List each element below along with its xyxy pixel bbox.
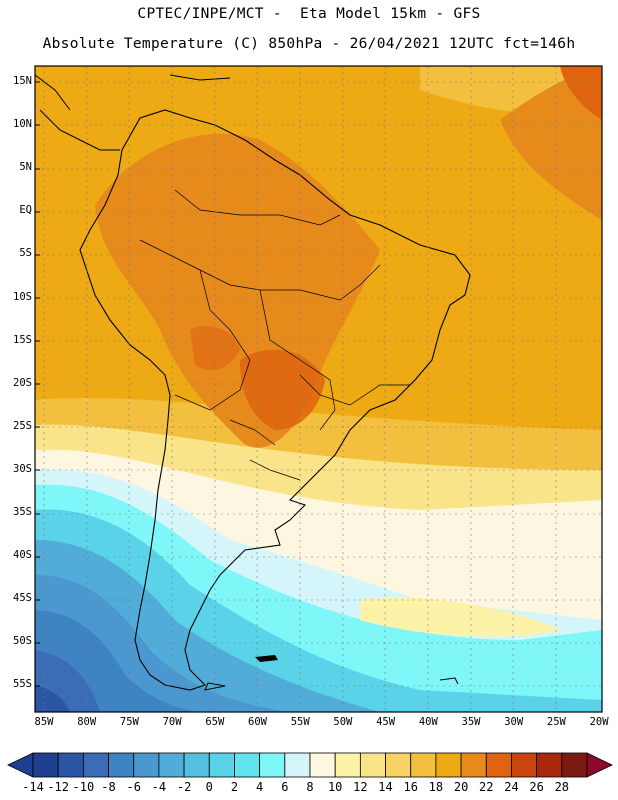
colorbar-swatch [284, 752, 311, 778]
colorbar-label: 24 [504, 780, 519, 794]
lon-label: 30W [504, 716, 524, 728]
colorbar-swatch [32, 752, 59, 778]
colorbar-swatch [536, 752, 563, 778]
lat-label: 10N [13, 118, 32, 131]
lat-label: 10S [13, 290, 32, 303]
colorbar-label: -4 [151, 780, 167, 794]
lat-label: 35S [13, 506, 32, 518]
lon-label: 65W [205, 716, 225, 728]
colorbar-swatch [511, 752, 538, 778]
lat-label: 30S [13, 462, 32, 475]
colorbar-label: 22 [479, 780, 494, 794]
colorbar-swatch [334, 752, 361, 778]
colorbar-label: 12 [353, 780, 368, 794]
lat-label: 5N [19, 161, 32, 174]
lon-label: 85W [34, 716, 54, 728]
colorbar-swatch [485, 752, 512, 778]
colorbar-label: 20 [453, 780, 469, 794]
colorbar-label: 2 [230, 780, 239, 794]
colorbar-label: -12 [47, 780, 70, 794]
colorbar-right-arrow [586, 752, 613, 778]
colorbar-swatch [359, 752, 386, 778]
lon-label: 70W [162, 716, 182, 728]
lat-label: 40S [13, 549, 32, 562]
colorbar-label: 4 [256, 780, 264, 794]
colorbar-swatch [82, 752, 109, 778]
colorbar-label: 14 [378, 780, 393, 794]
lat-label: 45S [13, 592, 32, 605]
lon-label: 35W [461, 716, 481, 728]
map-title-line1: CPTEC/INPE/MCT - Eta Model 15km - GFS [137, 6, 481, 22]
colorbar-label: 8 [306, 780, 314, 794]
map-title-line2: Absolute Temperature (C) 850hPa - 26/04/… [42, 36, 576, 52]
lon-label: 45W [376, 716, 396, 728]
lon-label: 60W [248, 716, 267, 728]
lon-label: 40W [418, 716, 438, 728]
colorbar-swatch [460, 752, 487, 778]
colorbar-label: -8 [101, 780, 116, 794]
colorbar-swatch [385, 752, 412, 778]
colorbar-label: 18 [428, 780, 444, 794]
colorbar-swatch [133, 752, 160, 778]
colorbar-label: 6 [281, 780, 289, 794]
colorbar-swatch [259, 752, 286, 778]
colorbar-label: -6 [126, 780, 141, 794]
lon-label: 75W [119, 716, 139, 728]
lat-label: 55S [13, 678, 32, 691]
lat-label: 50S [13, 635, 32, 648]
colorbar-swatch [309, 752, 336, 778]
colorbar-label: -14 [22, 780, 44, 794]
colorbar-swatch [183, 752, 210, 778]
colorbar-swatch [234, 752, 261, 778]
colorbar-label: 10 [327, 780, 343, 794]
lat-label: 20S [13, 376, 32, 389]
lat-label: 15N [13, 75, 32, 87]
colorbar-swatch [57, 752, 84, 778]
lon-label: 80W [77, 716, 97, 728]
colorbar-label: -10 [72, 780, 95, 794]
colorbar-label: 0 [205, 780, 213, 794]
colorbar-label: 28 [554, 780, 570, 794]
colorbar-label: 26 [529, 780, 544, 794]
colorbar-swatch [208, 752, 235, 778]
lon-label: 20W [589, 716, 609, 728]
colorbar-label: -2 [176, 780, 192, 794]
colorbar-swatch [561, 752, 588, 778]
colorbar-swatch [158, 752, 185, 778]
colorbar-swatch [108, 752, 135, 778]
lat-label: EQ [19, 204, 32, 217]
lat-label: 15S [13, 333, 32, 346]
colorbar-label: 16 [403, 780, 418, 794]
lat-label: 5S [19, 247, 32, 260]
colorbar-left-arrow [7, 752, 34, 778]
colorbar-swatch [410, 752, 437, 778]
lon-label: 25W [546, 716, 566, 728]
colorbar [7, 752, 613, 778]
lon-label: 55W [290, 716, 310, 728]
colorbar-swatch [435, 752, 462, 778]
lon-label: 50W [333, 716, 353, 728]
lat-label: 25S [13, 419, 32, 432]
